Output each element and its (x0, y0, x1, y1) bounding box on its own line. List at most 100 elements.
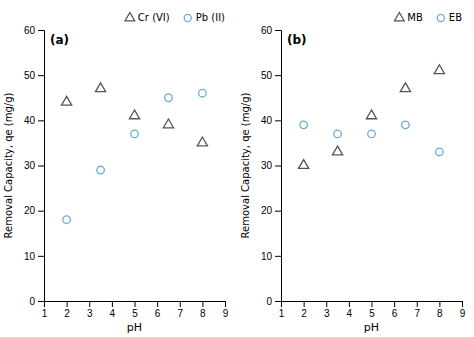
x-tick: 6 (155, 301, 161, 319)
y-axis: 0102030405060 (24, 25, 45, 307)
x-axis-line (45, 302, 226, 308)
y-tick-mark (275, 166, 281, 167)
y-tick: 20 (24, 205, 44, 216)
legend-item: Pb (II) (184, 12, 225, 23)
legend: Pb (II)Cr (VI) (125, 12, 225, 23)
legend-item: EB (437, 12, 462, 23)
x-axis: 1 2 3 4 5 6 7 8 9 (279, 301, 466, 319)
x-tick-label: 8 (200, 308, 206, 319)
y-tick-mark (38, 75, 44, 76)
y-axis-title: Removal Capacity, qe (mg/g) (240, 92, 251, 238)
y-tick-mark (38, 30, 44, 31)
chart: 1234567890102030405060pHRemoval Capacity… (240, 12, 466, 334)
legend-label: EB (449, 12, 462, 23)
x-axis-title: pH (127, 321, 142, 334)
y-tick: 10 (261, 251, 281, 262)
y-tick-mark (275, 211, 281, 212)
point (402, 121, 410, 129)
series (299, 65, 445, 169)
x-tick: 1 (42, 301, 48, 319)
x-tick: 4 (110, 301, 116, 319)
x-tick: 1 (279, 301, 285, 319)
x-tick-mark (157, 301, 158, 307)
point (199, 89, 207, 97)
x-tick-label: 5 (369, 308, 375, 319)
point (63, 216, 71, 224)
point (332, 146, 342, 155)
x-tick-mark (439, 301, 440, 307)
y-axis-line (38, 31, 45, 302)
y-tick: 0 (29, 296, 44, 307)
x-tick-label: 3 (324, 308, 330, 319)
x-tick-label: 3 (87, 308, 93, 319)
y-tick-label: 20 (261, 205, 273, 216)
x-tick-mark (326, 301, 327, 307)
x-tick-label: 5 (132, 308, 138, 319)
point (299, 160, 309, 169)
x-tick: 7 (414, 301, 420, 319)
x-tick-mark (202, 301, 203, 307)
y-tick-mark (275, 301, 281, 302)
y-tick: 60 (24, 25, 44, 36)
x-tick-label: 9 (223, 308, 229, 319)
point (62, 96, 72, 105)
x-tick-mark (180, 301, 181, 307)
point (436, 148, 444, 156)
plot-area (62, 83, 208, 224)
x-tick: 9 (460, 301, 466, 319)
point (163, 119, 173, 128)
x-tick-label: 1 (279, 308, 285, 319)
x-tick-label: 7 (414, 308, 420, 319)
x-axis-line (282, 302, 463, 308)
x-tick-mark (417, 301, 418, 307)
legend-item: MB (395, 12, 423, 23)
x-tick: 9 (223, 301, 229, 319)
x-tick: 8 (200, 301, 206, 319)
series (300, 121, 443, 156)
x-tick-label: 8 (437, 308, 443, 319)
y-tick-mark (38, 211, 44, 212)
x-tick-label: 2 (301, 308, 307, 319)
legend-symbol (437, 14, 444, 21)
x-tick: 2 (301, 301, 307, 319)
y-tick-label: 50 (24, 70, 36, 81)
point (300, 121, 308, 129)
x-tick-label: 4 (110, 308, 116, 319)
x-axis: 123456789 (42, 301, 229, 319)
y-axis-title: Removal Capacity, qe (mg/g) (3, 92, 14, 238)
x-tick-label: 9 (460, 308, 466, 319)
x-tick-mark (349, 301, 350, 307)
x-tick-label: 7 (177, 308, 183, 319)
series (63, 89, 206, 223)
x-tick-mark (135, 301, 136, 307)
legend-symbol (125, 12, 135, 20)
plot-area (299, 65, 445, 169)
y-tick-label: 0 (29, 296, 35, 307)
series (62, 83, 208, 146)
point (400, 83, 410, 92)
x-tick: 6 (392, 301, 398, 319)
x-tick: 4 (347, 301, 353, 319)
y-tick: 50 (24, 70, 44, 81)
x-tick: 8 (437, 301, 443, 319)
x-tick-mark (304, 301, 305, 307)
legend-symbol (184, 14, 191, 21)
point (366, 110, 376, 119)
x-tick-mark (89, 301, 90, 307)
point (334, 130, 342, 138)
y-tick-label: 60 (24, 25, 36, 36)
figure: 1 2 3 4 5 6 7 8 9 0 10 20 30 40 50 60 pH Removal Capacity… (0, 0, 474, 337)
x-tick-label: 4 (347, 308, 353, 319)
y-tick: 30 (261, 160, 281, 171)
legend-symbol (395, 12, 405, 20)
y-tick-mark (275, 30, 281, 31)
y-tick: 40 (261, 115, 281, 126)
y-tick-label: 60 (261, 25, 273, 36)
x-tick: 3 (87, 301, 93, 319)
legend: EB MB (395, 12, 463, 23)
y-tick-mark (275, 75, 281, 76)
y-tick-label: 40 (261, 115, 273, 126)
x-tick: 3 (324, 301, 330, 319)
point (165, 94, 173, 102)
y-tick: 20 (261, 205, 281, 216)
